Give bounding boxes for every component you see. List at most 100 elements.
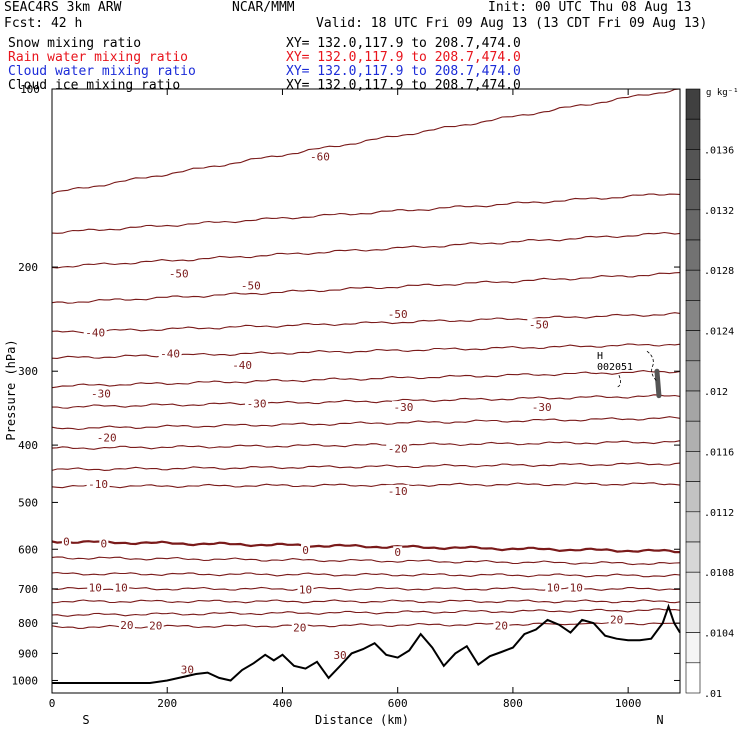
terrain-line: [52, 603, 681, 684]
colorbar-bin: [685, 602, 701, 633]
forecast-hour: Fcst: 42 h: [4, 16, 83, 31]
colorbar-bin: [685, 88, 701, 120]
contour-labels: -60 -50 -50 -50 -50 -40 -40 -40 -30 -30 -30 -30 -20 -…: [61, 150, 625, 676]
colorbar-bin: [685, 571, 701, 603]
colorbar: .0136 .0132 .0128 .0124 .012 .0116 .0112 .0108.…: [685, 88, 734, 700]
contour-label: -20: [388, 442, 408, 455]
contour-label: -20: [97, 431, 117, 444]
colorbar-label: .012: [704, 387, 728, 398]
contour-label-bg: [393, 546, 403, 559]
contour-label-bg: [386, 484, 410, 497]
colorbar-label: .0112: [704, 508, 734, 519]
contour-label-bg: [147, 619, 164, 632]
isotherm--45: [51, 272, 681, 304]
init-time: Init: 00 UTC Thu 08 Aug 13: [488, 0, 692, 15]
isotherm-10: [51, 571, 681, 578]
isotherm-15: [51, 586, 681, 591]
contour-label: -50: [529, 318, 549, 331]
contour-label-bg: [391, 401, 415, 414]
contour-label-bg: [386, 307, 410, 320]
isotherm-30: [51, 621, 681, 629]
contour-label-bg: [167, 267, 191, 280]
contour-label: 0: [63, 535, 70, 548]
contour-label-bg: [545, 581, 562, 594]
center-name: NCAR/MMM: [232, 0, 295, 15]
contour-label-bg: [527, 318, 551, 331]
contour-label-bg: [332, 649, 349, 662]
isotherm--10: [51, 462, 681, 471]
y-tick-label: 200: [18, 261, 38, 274]
colorbar-bin: [685, 330, 701, 362]
contour-label-bg: [230, 359, 254, 372]
y-tick-label: 600: [18, 543, 38, 556]
contour-label: -30: [532, 401, 552, 414]
contour-label-bg: [608, 613, 625, 626]
y-tick-label: 900: [18, 647, 38, 660]
y-tick-label: 800: [18, 617, 38, 630]
y-tick-label: 400: [18, 439, 38, 452]
isotherm--25: [51, 394, 681, 409]
contour-label-bg: [61, 535, 71, 548]
contour-label: -50: [169, 267, 189, 280]
contour-label: -50: [388, 308, 408, 321]
contour-label-bg: [493, 619, 510, 632]
contour-label-bg: [118, 619, 135, 632]
field-xy-rain: XY= 132.0,117.9 to 208.7,474.0: [286, 50, 521, 65]
contour-label-bg: [179, 663, 196, 676]
plot-frame: [51, 88, 681, 694]
colorbar-bin: [685, 390, 701, 422]
isotherm-20: [51, 599, 681, 604]
contour-label: 20: [120, 619, 133, 632]
field-name-snow: Snow mixing ratio: [8, 36, 142, 51]
x-tick-label: 0: [49, 697, 56, 710]
isotherm--15: [51, 440, 681, 450]
colorbar-label: .0128: [704, 266, 734, 277]
isotherm--5: [51, 482, 681, 489]
contour-label: -10: [388, 485, 408, 498]
contour-label: -60: [310, 150, 330, 163]
plot-axes: 0 200 400 600 800 100020030040050060070080090…: [12, 88, 681, 710]
field-xy-snow: XY= 132.0,117.9 to 208.7,474.0: [286, 36, 521, 51]
contour-label: -40: [85, 326, 105, 339]
model-name: SEAC4RS 3km ARW: [4, 0, 122, 15]
x-tick-label: 800: [503, 697, 523, 710]
colorbar-label: .0132: [704, 206, 734, 217]
x-tick-label: 1000: [615, 697, 642, 710]
field-name-cloud-water: Cloud water mixing ratio: [8, 64, 196, 79]
contour-label: -30: [91, 387, 111, 400]
colorbar-label: .0108: [704, 568, 734, 579]
colorbar-bin: [685, 511, 701, 543]
colorbar-label: .01: [704, 689, 722, 700]
isotherm-5: [51, 556, 681, 566]
contour-label: 0: [394, 546, 401, 559]
x-left-end-label: S: [82, 713, 89, 727]
contour-label-bg: [86, 477, 110, 490]
colorbar-bin: [685, 632, 701, 664]
isotherm--35: [51, 343, 681, 359]
x-axis-label: Distance (km): [315, 713, 409, 727]
contour-label: -10: [88, 478, 108, 491]
contour-label-bg: [89, 387, 113, 400]
contour-label-bg: [239, 279, 263, 292]
contour-label-bg: [291, 621, 308, 634]
contour-label: 10: [89, 582, 102, 595]
isotherm--40: [51, 312, 681, 334]
field-name-rain: Rain water mixing ratio: [8, 50, 189, 65]
colorbar-bin: [685, 541, 701, 573]
colorbar-bin: [685, 179, 701, 211]
contour-label-bg: [301, 544, 311, 557]
contour-label-bg: [113, 581, 130, 594]
contour-label-bg: [99, 537, 109, 550]
contour-label: -40: [160, 347, 180, 360]
y-tick-label: 300: [18, 365, 38, 378]
colorbar-bin: [685, 662, 701, 694]
isotherm--55: [51, 193, 681, 234]
colorbar-bin: [685, 360, 701, 392]
contour-label: 10: [115, 582, 128, 595]
contour-label-bg: [245, 397, 269, 410]
contour-label: 30: [181, 663, 194, 676]
y-tick-label: 1000: [12, 674, 39, 687]
contour-label-bg: [308, 150, 332, 163]
